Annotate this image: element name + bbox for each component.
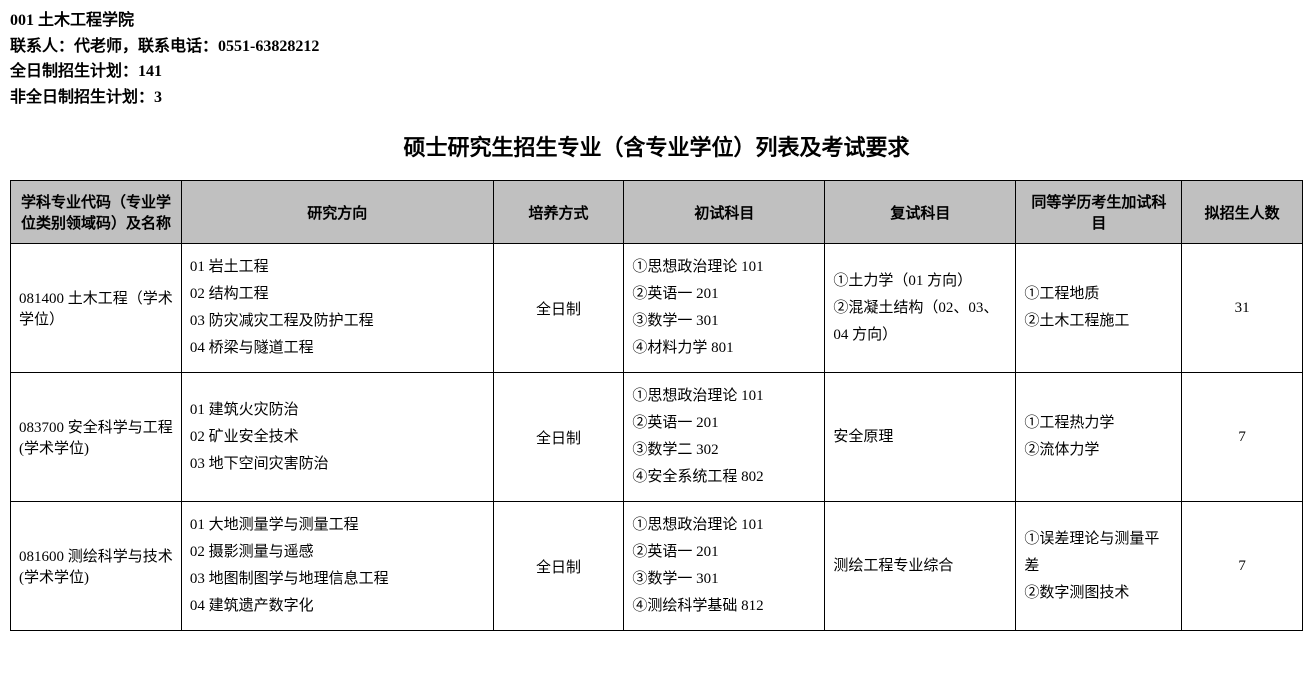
first-exam-item: ③数学二 302: [632, 437, 816, 464]
header-line-2: 联系人：代老师，联系电话：0551-63828212: [10, 34, 1303, 60]
first-exam-item: ③数学一 301: [632, 566, 816, 593]
cell-first-exam: ①思想政治理论 101②英语一 201③数学二 302④安全系统工程 802: [624, 373, 825, 502]
direction-item: 01 大地测量学与测量工程: [190, 512, 485, 539]
cell-equiv: ①工程地质②土木工程施工: [1016, 244, 1182, 373]
cell-direction: 01 大地测量学与测量工程02 摄影测量与遥感03 地图制图学与地理信息工程04…: [181, 502, 493, 631]
first-exam-item: ②英语一 201: [632, 281, 816, 308]
table-header-row: 学科专业代码（专业学位类别领域码）及名称 研究方向 培养方式 初试科目 复试科目…: [11, 181, 1303, 244]
equiv-item: ②流体力学: [1024, 437, 1173, 464]
cell-first-exam: ①思想政治理论 101②英语一 201③数学一 301④测绘科学基础 812: [624, 502, 825, 631]
equiv-item: ②土木工程施工: [1024, 308, 1173, 335]
table-row: 081600 测绘科学与技术(学术学位)01 大地测量学与测量工程02 摄影测量…: [11, 502, 1303, 631]
equiv-item: ①误差理论与测量平差: [1024, 526, 1173, 580]
second-exam-item: 安全原理: [833, 424, 1007, 451]
direction-item: 02 矿业安全技术: [190, 424, 485, 451]
direction-item: 02 结构工程: [190, 281, 485, 308]
page-title: 硕士研究生招生专业（含专业学位）列表及考试要求: [10, 130, 1303, 162]
col-header-equiv: 同等学历考生加试科目: [1016, 181, 1182, 244]
col-header-direction: 研究方向: [181, 181, 493, 244]
table-body: 081400 土木工程（学术学位）01 岩土工程02 结构工程03 防灾减灾工程…: [11, 244, 1303, 631]
cell-code: 081600 测绘科学与技术(学术学位): [11, 502, 182, 631]
direction-item: 03 地图制图学与地理信息工程: [190, 566, 485, 593]
header-line-1: 001 土木工程学院: [10, 8, 1303, 34]
direction-item: 01 建筑火灾防治: [190, 397, 485, 424]
table-row: 083700 安全科学与工程(学术学位)01 建筑火灾防治02 矿业安全技术03…: [11, 373, 1303, 502]
cell-second-exam: 安全原理: [825, 373, 1016, 502]
cell-direction: 01 建筑火灾防治02 矿业安全技术03 地下空间灾害防治: [181, 373, 493, 502]
cell-code: 081400 土木工程（学术学位）: [11, 244, 182, 373]
header-line-3: 全日制招生计划：141: [10, 59, 1303, 85]
first-exam-item: ④测绘科学基础 812: [632, 593, 816, 620]
first-exam-item: ②英语一 201: [632, 539, 816, 566]
cell-mode: 全日制: [493, 502, 624, 631]
table-row: 081400 土木工程（学术学位）01 岩土工程02 结构工程03 防灾减灾工程…: [11, 244, 1303, 373]
first-exam-item: ③数学一 301: [632, 308, 816, 335]
cell-second-exam: 测绘工程专业综合: [825, 502, 1016, 631]
first-exam-item: ①思想政治理论 101: [632, 254, 816, 281]
direction-item: 03 防灾减灾工程及防护工程: [190, 308, 485, 335]
cell-direction: 01 岩土工程02 结构工程03 防灾减灾工程及防护工程04 桥梁与隧道工程: [181, 244, 493, 373]
col-header-second-exam: 复试科目: [825, 181, 1016, 244]
cell-count: 31: [1182, 244, 1303, 373]
direction-item: 04 桥梁与隧道工程: [190, 335, 485, 362]
cell-second-exam: ①土力学（01 方向）②混凝土结构（02、03、04 方向）: [825, 244, 1016, 373]
first-exam-item: ①思想政治理论 101: [632, 512, 816, 539]
equiv-item: ②数字测图技术: [1024, 580, 1173, 607]
equiv-item: ①工程热力学: [1024, 410, 1173, 437]
first-exam-item: ④材料力学 801: [632, 335, 816, 362]
col-header-mode: 培养方式: [493, 181, 624, 244]
header-info: 001 土木工程学院 联系人：代老师，联系电话：0551-63828212 全日…: [10, 8, 1303, 110]
first-exam-item: ①思想政治理论 101: [632, 383, 816, 410]
cell-equiv: ①误差理论与测量平差②数字测图技术: [1016, 502, 1182, 631]
cell-count: 7: [1182, 502, 1303, 631]
direction-item: 01 岩土工程: [190, 254, 485, 281]
cell-count: 7: [1182, 373, 1303, 502]
first-exam-item: ④安全系统工程 802: [632, 464, 816, 491]
direction-item: 03 地下空间灾害防治: [190, 451, 485, 478]
col-header-code: 学科专业代码（专业学位类别领域码）及名称: [11, 181, 182, 244]
second-exam-item: ②混凝土结构（02、03、04 方向）: [833, 295, 1007, 349]
direction-item: 02 摄影测量与遥感: [190, 539, 485, 566]
second-exam-item: 测绘工程专业综合: [833, 553, 1007, 580]
col-header-first-exam: 初试科目: [624, 181, 825, 244]
header-line-4: 非全日制招生计划：3: [10, 85, 1303, 111]
first-exam-item: ②英语一 201: [632, 410, 816, 437]
cell-code: 083700 安全科学与工程(学术学位): [11, 373, 182, 502]
cell-equiv: ①工程热力学②流体力学: [1016, 373, 1182, 502]
cell-first-exam: ①思想政治理论 101②英语一 201③数学一 301④材料力学 801: [624, 244, 825, 373]
direction-item: 04 建筑遗产数字化: [190, 593, 485, 620]
admission-table: 学科专业代码（专业学位类别领域码）及名称 研究方向 培养方式 初试科目 复试科目…: [10, 180, 1303, 631]
cell-mode: 全日制: [493, 373, 624, 502]
equiv-item: ①工程地质: [1024, 281, 1173, 308]
col-header-count: 拟招生人数: [1182, 181, 1303, 244]
second-exam-item: ①土力学（01 方向）: [833, 268, 1007, 295]
cell-mode: 全日制: [493, 244, 624, 373]
